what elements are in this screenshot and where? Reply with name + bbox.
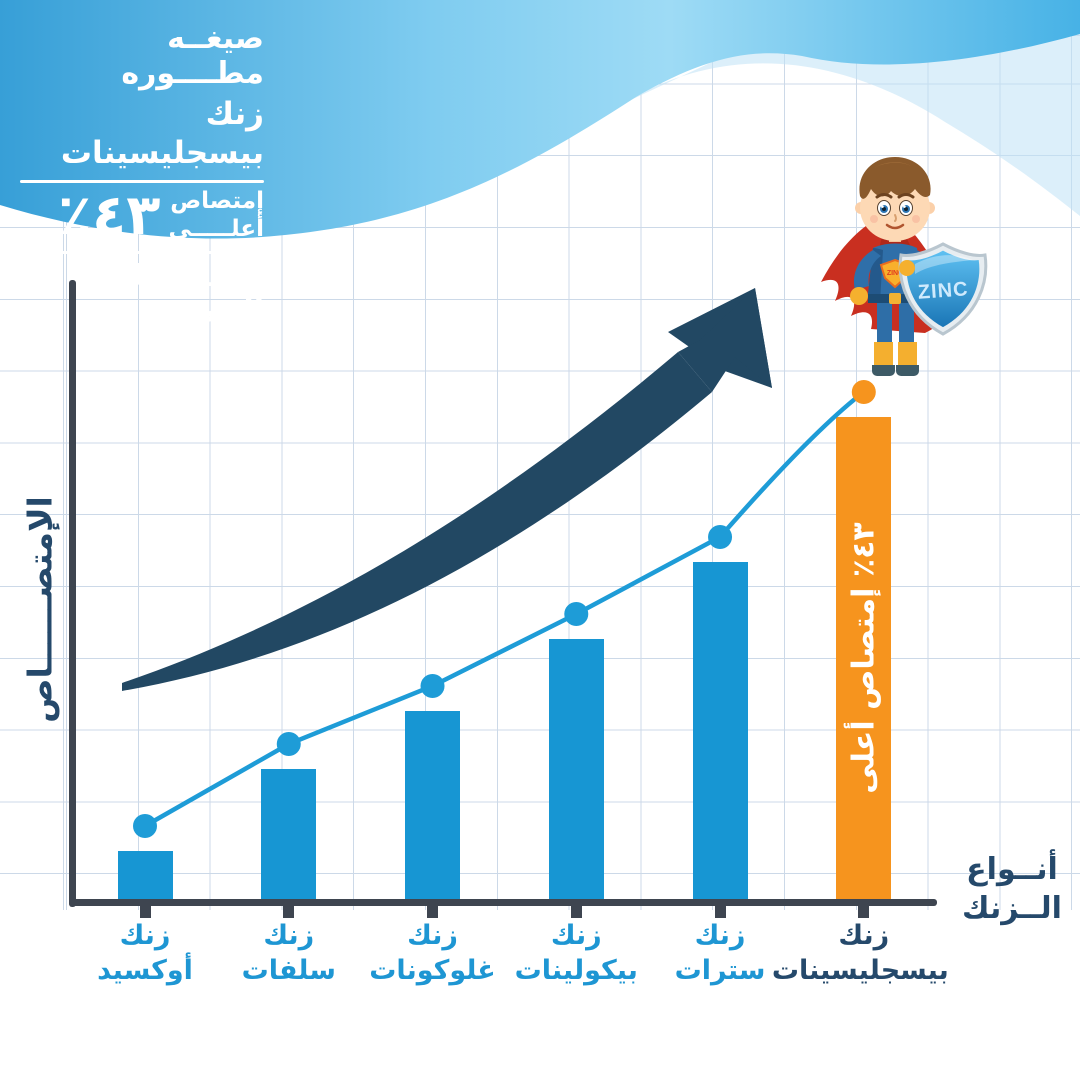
category-label-line1: زنك: [838, 920, 890, 951]
category-label: زنك بيسجليسينات: [771, 918, 949, 988]
x-axis-title: أنــواع الــزنك: [944, 850, 1080, 928]
category-label: زنك بيكولينات: [491, 918, 661, 988]
right-glove: [899, 260, 915, 276]
zinc-shield: ZINC: [898, 242, 988, 336]
category-label-line2: سترات: [674, 955, 766, 987]
header-text-block: صيغــه مطــــوره زنك بيسجليسينات إمتصاص …: [20, 21, 264, 331]
eyes: [877, 200, 913, 216]
category-label-line2: سلفات: [241, 955, 336, 987]
header-divider-bottom: [20, 250, 264, 254]
highlight-bar-label: ٤٣٪ إمتصاص أعلى: [846, 522, 882, 794]
y-axis: [69, 280, 76, 907]
x-axis-tick: [283, 906, 295, 918]
y-axis-label: الإمتصــــــاص: [20, 496, 60, 723]
header-line1: صيغــه مطــــوره: [121, 21, 264, 91]
header-percent-word-top: إمتصاص: [170, 187, 264, 214]
header-wave: [0, 0, 1080, 239]
legs: [872, 296, 919, 376]
bar-5: [692, 562, 748, 899]
bar-6-highlight: ٤٣٪ إمتصاص أعلى: [836, 417, 892, 899]
category-label-line1: زنك: [263, 920, 315, 951]
left-glove: [850, 287, 868, 305]
x-axis-tick: [714, 906, 726, 918]
x-axis-tick: [427, 906, 439, 918]
category-label-line2: بيسجليسينات: [771, 955, 949, 987]
category-label-line2: أوكسيد: [97, 955, 193, 987]
category-label: زنك سترات: [635, 918, 805, 988]
header-percent-value: ٤٣٪: [57, 182, 162, 248]
category-label: زنك سلفات: [204, 918, 374, 988]
header-percent-words: إمتصاص أعلـــــى: [168, 188, 264, 243]
x-axis: [69, 899, 937, 906]
head: [855, 157, 935, 242]
x-axis-title-line2: الــزنك: [962, 891, 1062, 926]
category-label: زنك أوكسيد: [60, 918, 230, 988]
shield-text: ZINC: [917, 278, 969, 303]
x-axis-tick: [570, 906, 582, 918]
header-line4: لطيف على المعدة: [102, 258, 264, 330]
category-label-line1: زنك: [407, 920, 458, 951]
category-label: زنك غلوكونات: [348, 918, 518, 988]
bar-3: [405, 711, 461, 899]
category-label-line1: زنك: [119, 920, 171, 951]
main-wave-shape: [0, 0, 1080, 239]
header-percent-row: إمتصاص أعلـــــى ٤٣٪: [20, 182, 264, 248]
header-line2: زنك بيسجليسينات: [60, 96, 264, 171]
x-axis-tick: [858, 906, 870, 918]
header-divider-top: [20, 179, 264, 183]
bar-2: [261, 769, 317, 899]
x-axis-tick: [139, 906, 151, 918]
header-percent-word-bottom: أعلـــــى: [168, 215, 264, 242]
bar-4: [548, 639, 604, 899]
light-wave-shape: [620, 18, 1080, 216]
bar-1: [117, 851, 173, 899]
category-label-line1: زنك: [550, 920, 602, 951]
category-label-line2: غلوكونات: [369, 955, 496, 987]
x-axis-title-line1: أنــواع: [966, 852, 1058, 887]
zinc-superhero-character: ZINC ZINC: [821, 157, 988, 376]
category-label-line1: زنك: [694, 920, 746, 951]
category-label-line2: بيكولينات: [514, 955, 638, 987]
badge-text: ZINC: [887, 270, 903, 277]
